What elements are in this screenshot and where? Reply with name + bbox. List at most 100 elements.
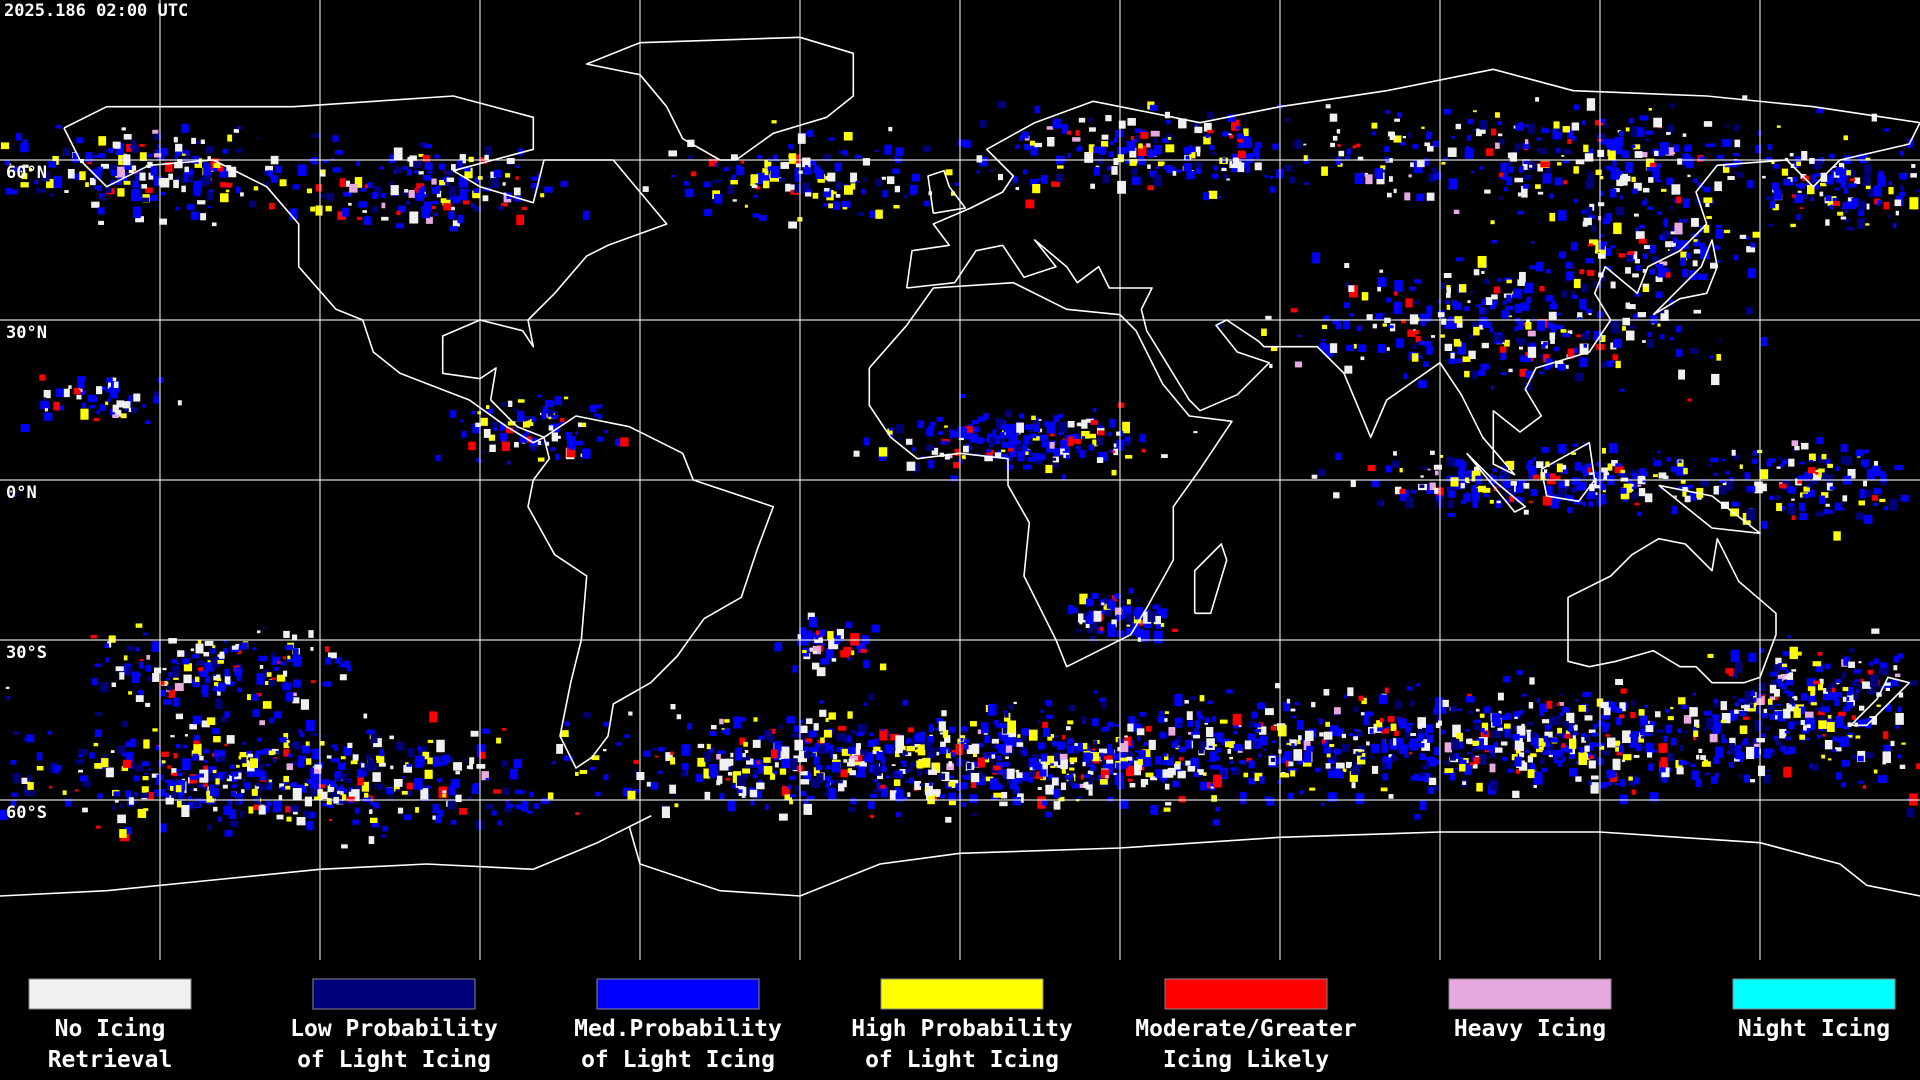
legend-label: Icing Likely [1163,1047,1329,1073]
icing-pixel [779,768,787,775]
icing-pixel [271,656,281,665]
icing-pixel [1489,499,1494,504]
icing-pixel [1653,474,1658,478]
icing-pixel [1791,194,1796,198]
icing-pixel [1693,239,1698,243]
icing-pixel [713,179,721,184]
icing-pixel [1692,692,1696,696]
icing-pixel [727,772,733,776]
icing-pixel [36,765,44,771]
icing-pixel [1763,748,1771,759]
icing-pixel [1465,696,1475,703]
icing-pixel [1196,168,1202,174]
icing-pixel [1407,731,1412,735]
icing-pixel [996,783,1002,790]
icing-pixel [1479,307,1486,315]
icing-pixel [567,432,572,437]
icing-pixel [1851,715,1857,720]
icing-pixel [1079,593,1088,605]
icing-pixel [1680,480,1686,484]
icing-pixel [1530,265,1536,269]
icing-pixel [1711,776,1718,785]
icing-pixel [1403,373,1408,380]
icing-pixel [176,768,181,772]
icing-pixel [256,693,262,697]
icing-pixel [193,180,202,191]
icing-pixel [1489,779,1499,791]
icing-pixel [1134,607,1144,620]
icing-pixel [961,455,966,460]
icing-pixel [1713,472,1717,476]
icing-pixel [1470,762,1474,766]
icing-pixel [1377,286,1381,292]
icing-pixel [1087,770,1094,775]
icing-pixel [1229,756,1233,760]
icing-pixel [1847,468,1856,479]
icing-pixel [1206,111,1214,119]
icing-pixel [258,655,267,662]
icing-pixel [1847,197,1854,202]
icing-pixel [1116,146,1126,156]
icing-pixel [1798,706,1806,715]
icing-pixel [1615,360,1621,369]
icing-pixel [306,778,314,784]
icing-pixel [1842,686,1849,692]
icing-pixel [340,773,347,780]
icing-pixel [87,160,92,165]
icing-pixel [823,188,832,198]
icing-pixel [1506,294,1512,299]
icing-pixel [1290,308,1298,313]
icing-pixel [575,771,579,777]
icing-pixel [1407,132,1412,139]
icing-pixel [1046,714,1053,719]
icing-pixel [1216,747,1221,753]
icing-pixel [1083,611,1090,620]
icing-pixel [1593,331,1602,342]
icing-pixel [1783,708,1791,719]
icing-pixel [1296,720,1304,730]
icing-pixel [1007,720,1017,733]
icing-pixel [1032,436,1041,441]
icing-pixel [1682,491,1687,497]
icing-pixel [239,810,245,818]
icing-pixel [1660,333,1665,340]
icing-pixel [1282,701,1291,712]
icing-pixel [836,628,844,640]
icing-pixel [1473,757,1480,765]
icing-pixel [1733,254,1739,261]
icing-pixel [1632,736,1639,746]
icing-pixel [256,673,265,685]
icing-pixel [1575,760,1581,764]
icing-pixel [68,385,72,389]
icing-pixel [1642,283,1648,287]
icing-pixel [1678,760,1686,766]
icing-pixel [1820,182,1827,187]
icing-pixel [78,748,88,756]
icing-pixel [1444,157,1448,160]
icing-pixel [1165,134,1174,139]
icing-pixel [1031,415,1036,421]
icing-pixel [431,187,440,194]
icing-pixel [1022,735,1027,741]
icing-pixel [131,144,140,153]
icing-pixel [740,160,745,164]
icing-pixel [376,756,385,763]
icing-pixel [1784,157,1789,160]
icing-pixel [1402,136,1407,139]
icing-pixel [948,761,953,767]
icing-pixel [1207,129,1214,134]
icing-pixel [132,180,139,188]
legend-label: Heavy Icing [1454,1016,1606,1042]
icing-pixel [1835,678,1842,683]
icing-pixel [805,131,814,136]
icing-pixel [1683,715,1692,724]
icing-pixel [1622,326,1626,331]
icing-pixel [1136,728,1145,736]
icing-pixel [275,165,283,174]
icing-pixel [955,783,960,789]
icing-pixel [750,183,756,186]
icing-pixel [1069,607,1078,613]
icing-pixel [1722,163,1730,173]
icing-pixel [1557,721,1562,725]
icing-pixel [1066,745,1075,754]
